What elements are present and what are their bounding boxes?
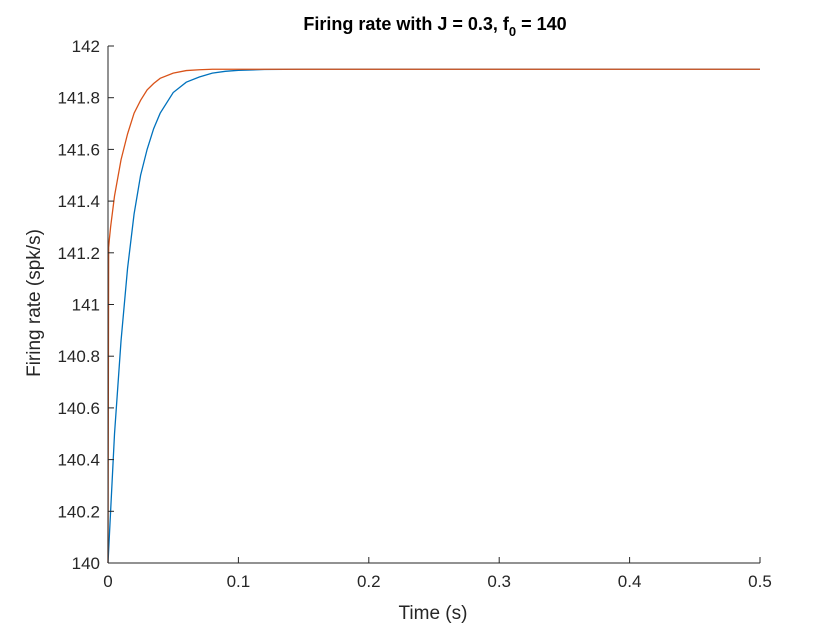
x-tick-label: 0.3 [487, 572, 511, 591]
y-axis-label: Firing rate (spk/s) [24, 229, 45, 377]
x-axis-label: Time (s) [399, 603, 468, 624]
plot-area: 0 0.1 0.2 0.3 0.4 0.5 140 140.2 140.4 140.6 140.8 1… [57, 37, 771, 591]
x-tick-label: 0 [103, 572, 112, 591]
chart-title: Firing rate with J = 0.3, f0 = 140 [303, 14, 566, 39]
y-tick-label: 140.8 [57, 347, 100, 366]
x-tick-label: 0.5 [748, 572, 772, 591]
y-tick-label: 141.8 [57, 89, 100, 108]
y-tick-label: 141.6 [57, 140, 100, 159]
y-tick-label: 140.4 [57, 451, 100, 470]
y-tick-label: 141.4 [57, 192, 100, 211]
series-line-2 [107, 68, 760, 564]
series-line-1 [107, 68, 760, 564]
y-tick-label: 142 [72, 37, 100, 56]
y-tick-label: 141 [72, 296, 100, 315]
y-tick-label: 140.2 [57, 502, 100, 521]
x-tick-label: 0.2 [357, 572, 381, 591]
x-tick-label: 0.4 [618, 572, 642, 591]
x-tick-label: 0.1 [227, 572, 251, 591]
y-tick-label: 141.2 [57, 244, 100, 263]
y-tick-label: 140.6 [57, 399, 100, 418]
y-tick-label: 140 [72, 554, 100, 573]
